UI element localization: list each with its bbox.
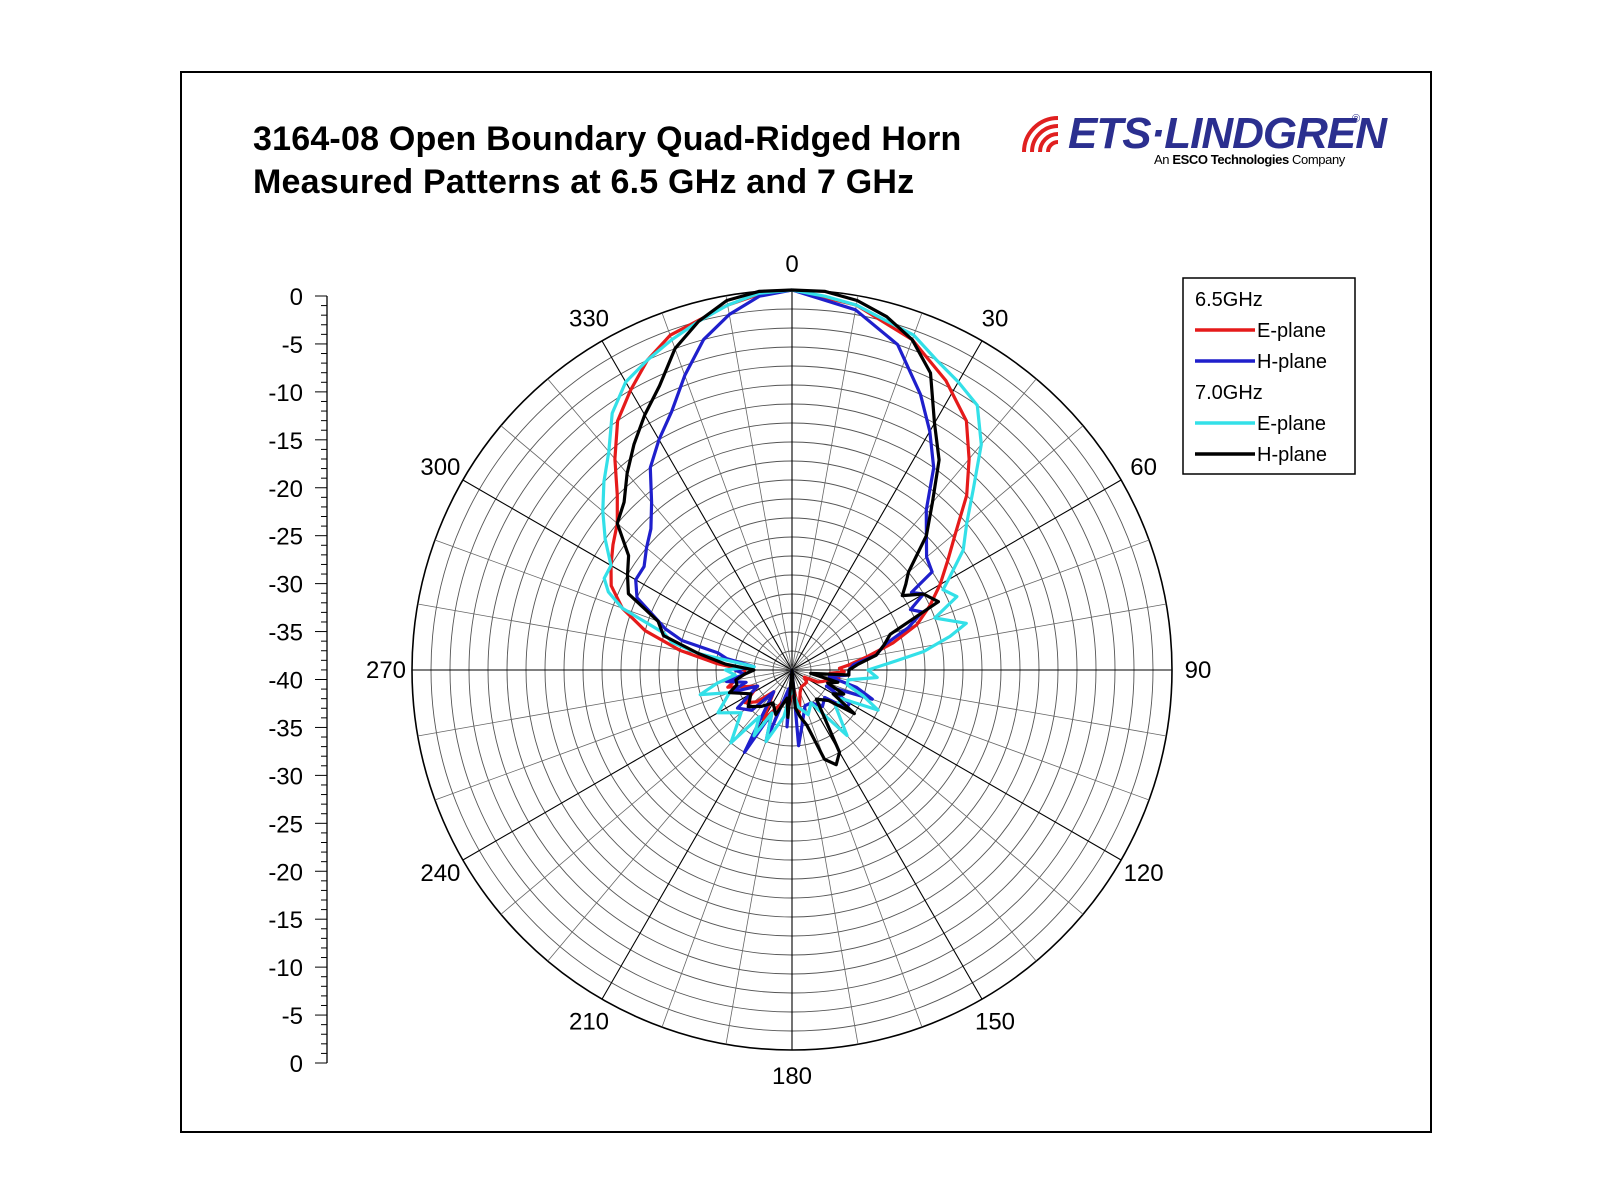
angle-label: 270 [366, 657, 406, 684]
radial-scale-axis: 0 -5 -10 -15 -20 -25 -30 -35 -40 -35 -30 -25 -20 -15 -… [268, 284, 328, 1078]
angle-label: 300 [420, 454, 460, 481]
logo-tagline-suffix: Company [1292, 152, 1345, 167]
grid-spoke [791, 312, 923, 671]
angle-label: 0 [785, 251, 798, 278]
scale-tick-label: -25 [268, 811, 303, 838]
grid-spoke [791, 669, 1167, 737]
legend: 6.5GHz E-plane H-plane 7.0GHz E-plane H-plane [1182, 277, 1356, 475]
logo-registered-mark: ® [1352, 113, 1361, 125]
grid-spoke [661, 312, 793, 671]
ets-lindgren-logo: ETS·LINDGREN ® An ESCO Technologies Comp… [1020, 112, 1387, 170]
grid-spoke [791, 669, 1084, 915]
series-70ghz-eplane-line [601, 288, 983, 745]
logo-tagline-bold: ESCO Technologies [1172, 152, 1289, 167]
scale-tick-label: -15 [268, 907, 303, 934]
grid-spoke [791, 295, 859, 671]
grid-spoke [547, 378, 793, 671]
angle-label: 150 [975, 1009, 1015, 1036]
scale-tick-label: 0 [290, 284, 303, 311]
logo-tagline-prefix: An [1154, 152, 1170, 167]
grid-spoke [462, 669, 793, 861]
angle-label: 210 [569, 1009, 609, 1036]
series-70ghz-hplane-line [615, 288, 941, 767]
angle-label: 90 [1185, 657, 1212, 684]
scale-tick-label: -10 [268, 380, 303, 407]
grid-spoke [791, 603, 1167, 671]
scale-tick-label: -20 [268, 476, 303, 503]
grid-spoke [791, 378, 1037, 671]
legend-entry-label: E-plane [1257, 320, 1326, 342]
scale-tick-label: -5 [282, 332, 303, 359]
angle-label: 330 [569, 305, 609, 332]
grid-spoke [434, 539, 793, 671]
logo-tagline: An ESCO Technologies Company [1154, 152, 1345, 167]
logo-wordmark: ETS·LINDGREN [1068, 109, 1387, 158]
angle-label: 30 [982, 305, 1009, 332]
legend-entry-label: E-plane [1257, 413, 1326, 435]
legend-entry-label: H-plane [1257, 351, 1327, 373]
scale-tick-label: 0 [290, 1051, 303, 1078]
chart-frame [180, 71, 1432, 1133]
angle-label: 120 [1124, 860, 1164, 887]
scale-tick-label: -20 [268, 859, 303, 886]
data-series [601, 288, 983, 767]
grid-spoke [791, 669, 859, 1045]
scale-tick-label: -30 [268, 572, 303, 599]
grid-spoke [601, 669, 793, 1000]
grid-spoke [601, 340, 793, 671]
grid-spoke [791, 669, 983, 1000]
scale-tick-label: -30 [268, 763, 303, 790]
legend-group-header: 6.5GHz [1195, 289, 1263, 311]
scale-tick-label: -15 [268, 428, 303, 455]
grid-spoke [791, 539, 1150, 671]
chart-title-line-1: 3164-08 Open Boundary Quad-Ridged Horn [253, 120, 962, 158]
legend-box [1182, 277, 1356, 475]
logo-mark-icon [1022, 116, 1059, 153]
angle-label: 240 [420, 860, 460, 887]
grid-spoke [791, 479, 1122, 671]
legend-entry-label: H-plane [1257, 444, 1327, 466]
grid-spoke [725, 669, 793, 1045]
scale-tick-label: -5 [282, 1003, 303, 1030]
angle-labels: 0 30 60 90 120 150 180 210 240 270 300 330 [366, 251, 1211, 1090]
grid-spoke [791, 669, 1037, 962]
scale-tick-label: -25 [268, 524, 303, 551]
chart-title-line-2: Measured Patterns at 6.5 GHz and 7 GHz [253, 163, 915, 201]
scale-tick-label: -35 [268, 715, 303, 742]
grid-spoke [791, 425, 1084, 671]
scale-tick-label: -40 [268, 668, 303, 695]
angle-label: 180 [772, 1063, 812, 1090]
grid-spoke [725, 295, 793, 671]
grid-spoke [791, 340, 983, 671]
grid-spoke [500, 669, 793, 915]
legend-group-header: 7.0GHz [1195, 382, 1263, 404]
grid-spoke [791, 669, 923, 1028]
grid-spoke [547, 669, 793, 962]
scale-tick-label: -35 [268, 620, 303, 647]
scale-tick-label: -10 [268, 955, 303, 982]
angle-label: 60 [1130, 454, 1157, 481]
